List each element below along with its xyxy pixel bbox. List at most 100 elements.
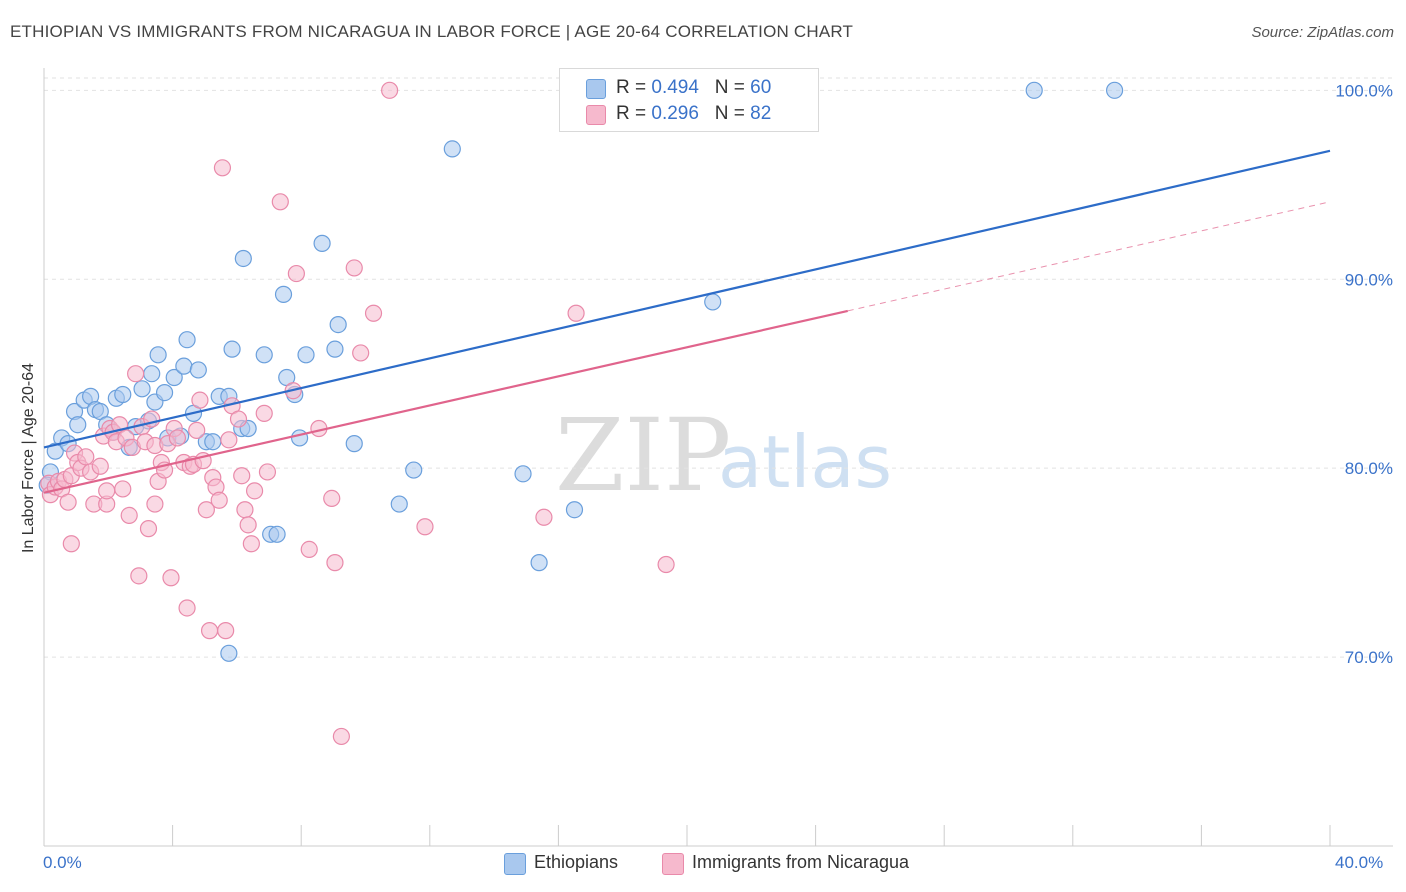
nicaragua-point bbox=[381, 81, 399, 99]
bottom-legend-label-nicaragua: Immigrants from Nicaragua bbox=[692, 852, 910, 872]
nicaragua-point bbox=[146, 495, 164, 513]
nicaragua-point bbox=[352, 344, 370, 362]
legend-n-label: N = bbox=[714, 77, 751, 98]
legend-n-value-ethiopians: 60 bbox=[750, 77, 772, 98]
bottom-legend-ethiopians: Ethiopians bbox=[504, 852, 618, 875]
ethiopians-point bbox=[1105, 81, 1124, 99]
nicaragua-point bbox=[657, 555, 675, 574]
nicaragua-point bbox=[59, 493, 77, 511]
source-label: Source: ZipAtlas.com bbox=[1251, 24, 1394, 41]
nicaragua-point bbox=[326, 554, 344, 572]
ethiopians-point bbox=[297, 346, 315, 364]
nicaragua-point bbox=[567, 304, 585, 322]
ethiopians-trend-line bbox=[43, 149, 1331, 449]
ethiopians-point bbox=[326, 340, 344, 358]
nicaragua-point bbox=[364, 304, 383, 322]
ethiopians-point bbox=[220, 644, 238, 662]
nicaragua-point bbox=[178, 599, 196, 617]
ethiopians-point bbox=[189, 361, 207, 379]
nicaragua-point bbox=[255, 404, 273, 422]
nicaragua-point bbox=[300, 540, 318, 559]
ethiopians-point bbox=[255, 346, 273, 364]
legend-r-value-ethiopians: 0.494 bbox=[651, 77, 699, 98]
nicaragua-point bbox=[245, 482, 264, 500]
ethiopians-point bbox=[345, 435, 363, 453]
y-tick-label: 80.0% bbox=[1345, 459, 1393, 478]
nicaragua-point bbox=[236, 501, 254, 519]
nicaragua-point bbox=[168, 429, 187, 447]
ethiopians-point bbox=[565, 501, 584, 519]
y-tick-label: 90.0% bbox=[1345, 270, 1393, 289]
ethiopians-point bbox=[313, 234, 331, 252]
nicaragua-point bbox=[217, 622, 235, 640]
legend-n-value-nicaragua: 82 bbox=[750, 103, 772, 124]
legend-r-label: R = bbox=[616, 103, 652, 124]
ethiopians-point bbox=[223, 340, 241, 358]
ethiopians-point bbox=[530, 554, 548, 572]
nicaragua-point bbox=[188, 421, 206, 439]
legend-r-label: R = bbox=[616, 77, 652, 98]
legend-row-nicaragua: R = 0.296 N = 82 bbox=[586, 103, 771, 125]
nicaragua-point bbox=[91, 457, 109, 475]
legend-row-ethiopians: R = 0.494 N = 60 bbox=[586, 77, 771, 99]
ethiopians-point bbox=[155, 384, 174, 402]
y-tick-label: 100.0% bbox=[1335, 81, 1393, 100]
ethiopians-point bbox=[234, 249, 252, 268]
nicaragua-point bbox=[130, 567, 148, 585]
ethiopians-point bbox=[390, 495, 408, 513]
bottom-legend-swatch-pink bbox=[662, 853, 684, 875]
ethiopians-point bbox=[69, 416, 87, 434]
nicaragua-point bbox=[258, 463, 277, 481]
x-tick-label-max: 40.0% bbox=[1335, 853, 1384, 872]
chart-title: ETHIOPIAN VS IMMIGRANTS FROM NICARAGUA I… bbox=[10, 22, 854, 41]
ethiopians-point bbox=[274, 285, 293, 303]
y-tick-label: 70.0% bbox=[1345, 648, 1393, 667]
nicaragua-point bbox=[98, 482, 116, 500]
nicaragua-point bbox=[197, 501, 215, 519]
bottom-legend-nicaragua: Immigrants from Nicaragua bbox=[662, 852, 910, 875]
nicaragua-point bbox=[345, 259, 363, 277]
ethiopians-point bbox=[405, 461, 423, 479]
nicaragua-point bbox=[200, 622, 219, 640]
nicaragua-point bbox=[233, 467, 251, 485]
nicaragua-trend-line bbox=[43, 309, 848, 494]
ethiopians-point bbox=[178, 331, 196, 349]
ethiopians-point bbox=[133, 380, 151, 398]
nicaragua-point bbox=[162, 569, 180, 587]
ethiopians-point bbox=[514, 465, 532, 483]
legend-n-label: N = bbox=[714, 103, 751, 124]
nicaragua-point bbox=[210, 491, 228, 509]
nicaragua-point bbox=[139, 520, 158, 538]
x-tick-label-min: 0.0% bbox=[43, 853, 82, 872]
watermark-atlas: atlas bbox=[718, 420, 892, 504]
ethiopians-point bbox=[204, 433, 222, 451]
nicaragua-trend-extension bbox=[847, 201, 1331, 312]
nicaragua-point bbox=[239, 516, 257, 534]
nicaragua-point bbox=[332, 727, 350, 746]
nicaragua-point bbox=[229, 410, 248, 428]
nicaragua-point bbox=[416, 518, 434, 536]
legend-r-value-nicaragua: 0.296 bbox=[651, 103, 699, 124]
ethiopians-point bbox=[165, 368, 183, 387]
bottom-legend-swatch-blue bbox=[504, 853, 526, 875]
nicaragua-point bbox=[535, 508, 553, 526]
ethiopians-point bbox=[143, 365, 161, 383]
nicaragua-point bbox=[127, 365, 145, 383]
legend-swatch-blue bbox=[586, 79, 606, 99]
ethiopians-point bbox=[704, 293, 722, 311]
ethiopians-point bbox=[290, 429, 309, 447]
nicaragua-point bbox=[62, 535, 80, 553]
nicaragua-point bbox=[271, 193, 289, 211]
ethiopians-point bbox=[1025, 81, 1043, 99]
watermark-zip: ZIP bbox=[555, 397, 731, 514]
ethiopians-point bbox=[268, 525, 286, 543]
ethiopians-point bbox=[175, 357, 193, 375]
ethiopians-point bbox=[114, 385, 132, 404]
nicaragua-point bbox=[77, 448, 95, 466]
nicaragua-point bbox=[220, 431, 238, 449]
legend-swatch-pink bbox=[586, 105, 606, 125]
nicaragua-point bbox=[323, 489, 341, 507]
nicaragua-point bbox=[242, 535, 260, 553]
ethiopians-point bbox=[329, 315, 347, 334]
